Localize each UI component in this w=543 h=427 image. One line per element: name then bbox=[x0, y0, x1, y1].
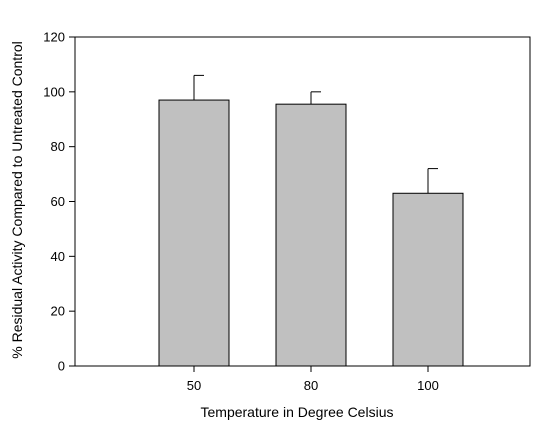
y-axis-title: % Residual Activity Compared to Untreate… bbox=[9, 41, 25, 358]
y-tick-label: 120 bbox=[43, 30, 65, 45]
x-axis-title: Temperature in Degree Celsius bbox=[201, 404, 394, 420]
x-tick-label-100: 100 bbox=[417, 378, 439, 393]
bar-50 bbox=[158, 99, 230, 367]
x-tick-label-80: 80 bbox=[304, 378, 318, 393]
y-tick-label: 0 bbox=[58, 359, 65, 374]
y-tick-label: 40 bbox=[51, 249, 65, 264]
error-bars-layer bbox=[193, 74, 438, 194]
y-tick-label: 20 bbox=[51, 304, 65, 319]
bar-80 bbox=[275, 103, 347, 367]
bar-100 bbox=[392, 192, 464, 367]
ticks-layer: 0 20 40 60 80 100 120 50 80 100 bbox=[43, 30, 439, 394]
y-tick-label: 80 bbox=[51, 139, 65, 154]
y-tick-label: 60 bbox=[51, 194, 65, 209]
bars-layer bbox=[158, 99, 464, 367]
x-tick-label-50: 50 bbox=[187, 378, 201, 393]
y-tick-label: 100 bbox=[43, 84, 65, 99]
